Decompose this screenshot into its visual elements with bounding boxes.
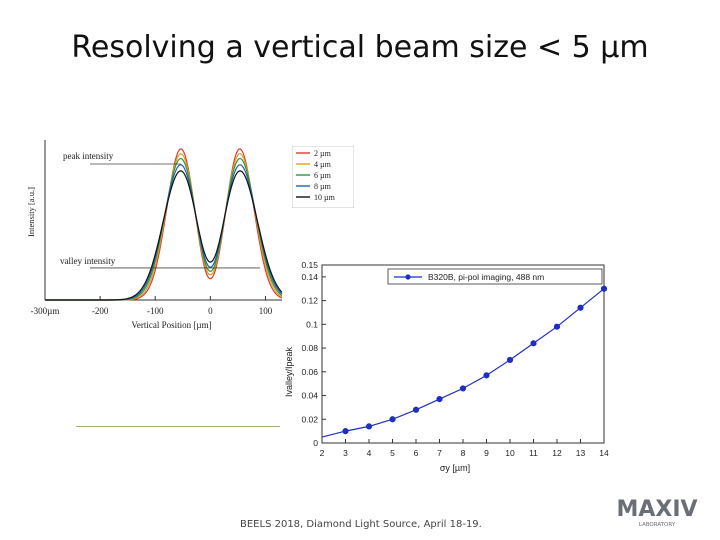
ratio-point [459, 385, 467, 392]
x-tick-label: 9 [484, 448, 489, 458]
x-tick-label: -300µm [31, 306, 60, 316]
y-axis-label: Ivalley/Ipeak [284, 346, 294, 397]
profile-curve-4 [45, 170, 283, 301]
ratio-point [577, 304, 584, 311]
svg-text:MAXIV: MAXIV [616, 497, 697, 522]
x-tick-label: 11 [529, 448, 538, 458]
peak-annotation: peak intensity [63, 151, 114, 161]
slide-title: Resolving a vertical beam size < 5 µm [71, 30, 649, 65]
y-tick-label: 0.08 [301, 343, 318, 353]
separator-line [76, 426, 280, 427]
svg-text:LABORATORY: LABORATORY [639, 522, 676, 528]
ratio-chart: 2 3 4 5 6 7 8 9 10 11 12 13 14 0 0.02 0.04 0.06 0.08 0.1 0.… [284, 260, 609, 473]
ratio-point [436, 395, 443, 403]
profile-curve-3 [45, 164, 283, 301]
x-tick-label: 12 [552, 448, 562, 458]
legend-label: 8 µm [314, 182, 332, 191]
ratio-point [530, 340, 537, 347]
ratio-point [389, 416, 396, 423]
x-tick-label: 8 [461, 448, 466, 458]
x-tick-label: 13 [576, 448, 586, 458]
y-tick-label: 0.1 [306, 319, 318, 329]
x-tick-label: 2 [320, 448, 325, 458]
x-axis-label: σy [µm] [440, 463, 470, 473]
profile-legend: 2 µm 4 µm 6 µm 8 µm 10 µm [292, 146, 354, 208]
maxiv-logo: MAXIV LABORATORY [616, 497, 697, 528]
ratio-point [342, 428, 349, 435]
x-tick-label: 6 [414, 448, 419, 458]
ratio-point [553, 323, 561, 330]
x-tick-label: 100 [259, 306, 273, 316]
x-tick-label: 10 [505, 448, 515, 458]
legend-label: 2 µm [314, 149, 332, 158]
ratio-point [412, 406, 420, 413]
legend-marker [405, 274, 411, 280]
y-tick-label: 0.15 [301, 260, 318, 270]
ratio-point [483, 372, 490, 379]
x-tick-label: 0 [208, 306, 213, 316]
x-tick-label: -200 [92, 306, 109, 316]
intensity-profile-chart: -300µm -200 -100 0 100 Vertical Position [µm]… [26, 140, 283, 330]
x-tick-label: 14 [599, 448, 609, 458]
legend-label: B320B, pi-pol imaging, 488 nm [428, 272, 544, 282]
x-tick-label: 4 [367, 448, 372, 458]
legend-label: 10 µm [314, 193, 336, 202]
y-tick-label: 0.12 [301, 296, 318, 306]
x-tick-label: 5 [390, 448, 395, 458]
valley-annotation: valley intensity [60, 256, 116, 266]
y-tick-label: 0.06 [301, 367, 318, 377]
legend-label: 4 µm [314, 160, 332, 169]
x-axis-label: Vertical Position [µm] [131, 320, 211, 330]
plot-frame [321, 264, 605, 444]
footer-text: BEELS 2018, Diamond Light Source, April … [240, 519, 482, 530]
ratio-point [600, 285, 608, 292]
x-tick-label: 7 [437, 448, 442, 458]
legend-label: 6 µm [314, 171, 332, 180]
ratio-legend [387, 268, 603, 285]
y-tick-label: 0.04 [301, 391, 318, 401]
x-tick-label: 3 [343, 448, 348, 458]
x-tick-label: -100 [147, 306, 164, 316]
y-tick-label: 0.02 [301, 414, 318, 424]
ratio-point [365, 423, 373, 430]
ratio-point [506, 356, 514, 364]
y-tick-label: 0 [313, 438, 318, 448]
y-tick-label: 0.14 [301, 272, 318, 282]
y-axis-label: Intensity [a.u.] [26, 187, 36, 237]
